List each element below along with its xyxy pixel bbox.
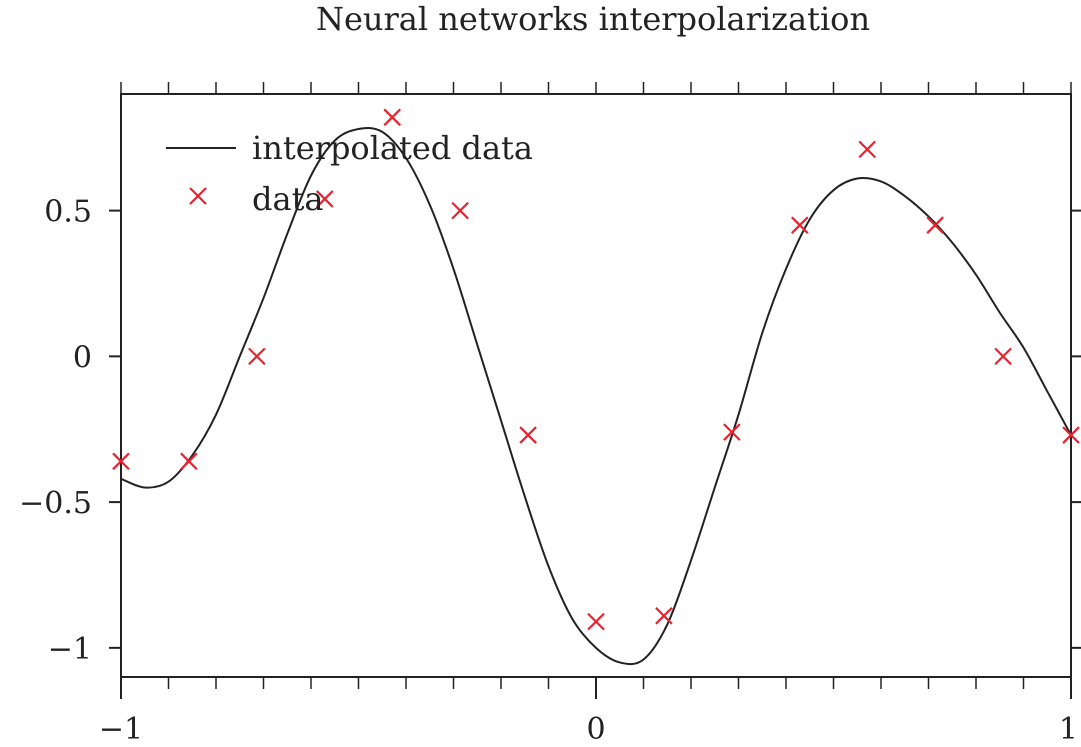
data-point-marker [994,347,1012,366]
marker-stroke [180,452,198,471]
y-tick-labels: 0.5 0 −0.5 −1 [19,195,92,667]
x-tick-label: −1 [99,712,143,747]
data-point-marker [1062,426,1080,444]
data-point-marker [926,216,944,234]
x-tick-label: 0 [586,712,605,747]
data-point-marker [587,612,605,631]
marker-stroke [858,140,877,159]
interpolated-data-line [120,126,1072,666]
marker-stroke [519,426,537,444]
data-point-marker [451,201,469,220]
legend-label-interpolated: interpolated data [252,129,533,167]
data-point-marker [790,216,809,234]
data-point-marker [383,108,402,127]
data-point-marker [519,426,537,444]
marker-stroke [994,347,1012,366]
y-tick-label: −1 [48,632,92,667]
data-point-marker [112,452,130,471]
marker-stroke [587,612,605,631]
minor-ticks [120,82,1072,689]
legend: interpolated data data [166,129,533,218]
data-point-marker [248,347,266,366]
data-point-marker [655,607,673,625]
marker-stroke [655,607,673,625]
marker-stroke [790,216,809,234]
y-tick-label: −0.5 [19,486,92,521]
marker-stroke [451,201,469,220]
major-ticks [109,209,1081,699]
y-tick-label: 0.5 [44,195,92,230]
data-point-marker [723,423,741,441]
marker-stroke [926,216,944,234]
x-tick-labels: −1 0 1 [99,712,1078,747]
legend-marker-swatch [189,187,207,205]
marker-stroke [723,423,741,441]
marker-stroke [112,452,130,471]
data-point-marker [180,452,198,471]
marker-stroke [383,108,402,127]
x-tick-label: 1 [1059,712,1078,747]
y-tick-label: 0 [73,340,92,375]
marker-stroke [248,347,266,366]
marker-stroke [315,190,334,208]
chart-title: Neural networks interpolarization [316,0,870,38]
data-point-marker [858,140,877,159]
data-point-marker [315,190,334,208]
data-markers [112,108,1080,631]
marker-stroke [1062,426,1080,444]
legend-label-data: data [252,180,324,218]
